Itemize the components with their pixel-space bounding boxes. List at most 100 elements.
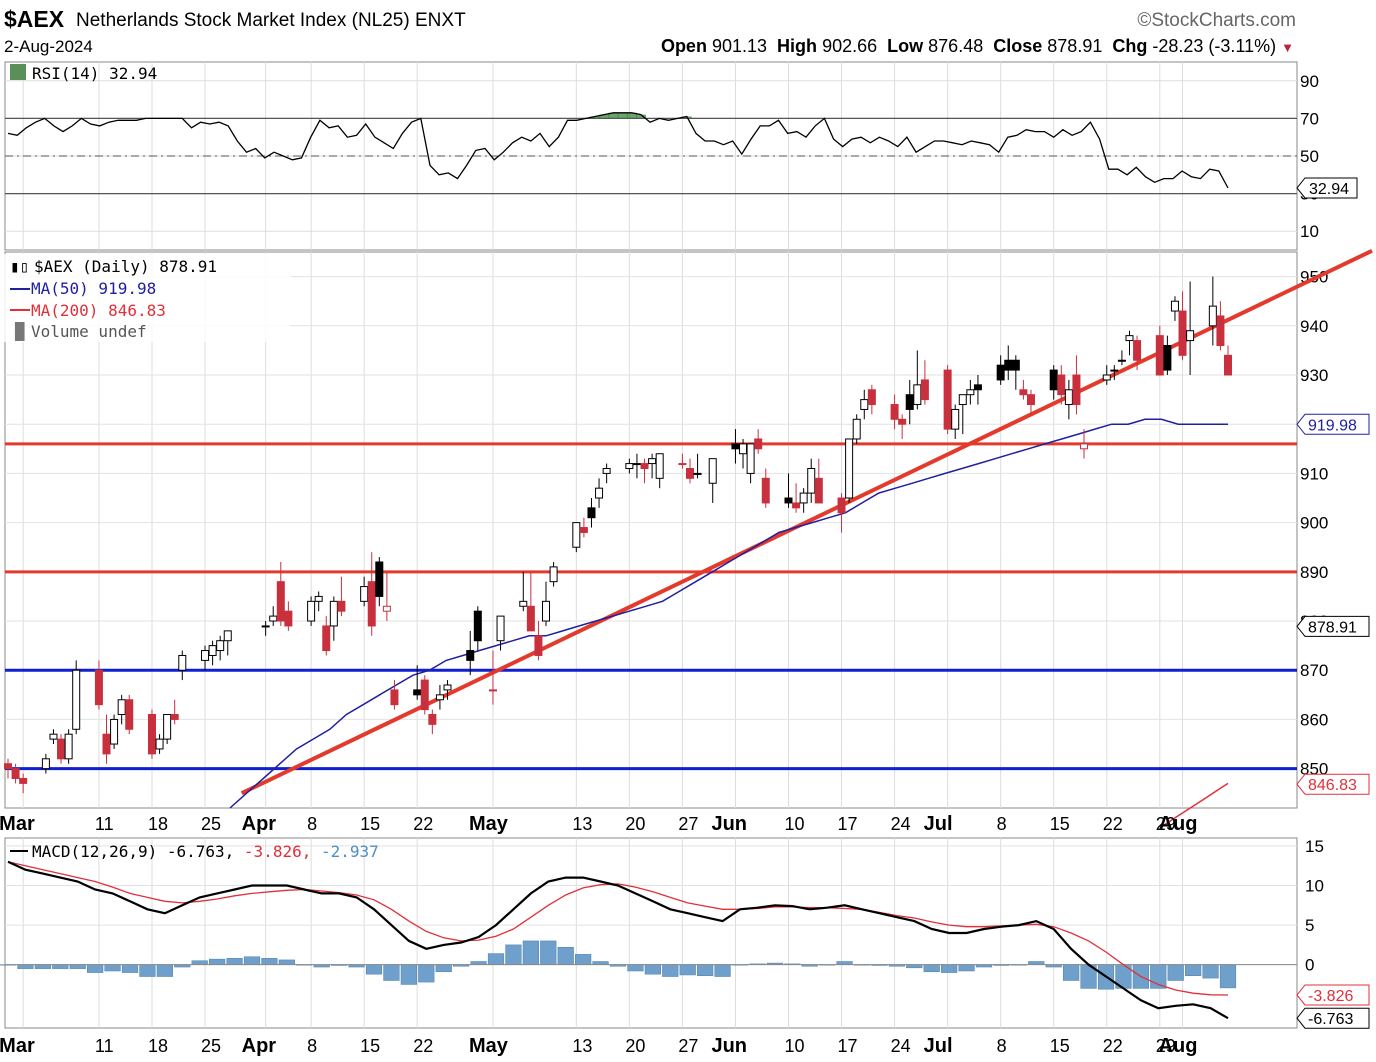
rsi-overbought-fill [635,114,646,119]
candle-body [269,615,278,622]
macd-histogram-bar [557,947,574,965]
price-legend-bg [0,254,290,342]
candle-body [602,467,611,474]
price-x-label: Jun [711,813,747,835]
low-value: 876.48 [928,36,984,56]
ma200-line [1159,782,1229,829]
chart-date: 2-Aug-2024 [4,37,93,56]
macd-histogram-bar [540,940,557,965]
down-arrow-icon: ▼ [1281,40,1294,55]
macd-histogram-bar [400,964,417,985]
macd-x-label: 17 [838,1036,858,1056]
price-x-label: 11 [95,814,114,834]
candle-body [125,699,134,730]
macd-histogram-bar [17,964,34,969]
macd-x-label: Mar [0,1035,35,1057]
rsi-overbought-fill [617,112,628,119]
candle-body [655,453,664,479]
candle-body [435,694,444,701]
macd-histogram-bar [522,940,539,965]
candle-body [322,625,331,652]
macd-tick-label: 15 [1305,837,1324,856]
macd-x-label: 29 [1156,1036,1176,1056]
candle-body [534,635,543,656]
macd-histogram-bar [958,964,975,972]
candle-body [1125,335,1134,342]
macd-x-label: 10 [784,1036,804,1056]
candle-body [1026,394,1035,406]
close-value-tag [1296,615,1370,637]
candle-body [549,566,558,583]
volume-legend: Volume undef [31,322,147,341]
price-x-label: 22 [1103,814,1123,834]
candle-body [155,738,164,750]
stockcharts-brand[interactable]: ©StockCharts.com [1137,10,1296,31]
macd-histogram-bar [156,964,173,977]
macd-histogram-bar [1063,964,1080,981]
candle-body [943,369,952,430]
macd-histogram-bar [34,964,51,969]
macd-x-label: May [469,1035,509,1057]
rsi-overbought-fill [590,116,601,119]
price-tick-label: 860 [1300,710,1328,729]
ma200-value-tag [1296,773,1370,795]
price-x-label: 22 [413,814,433,834]
chg-value: -28.23 (-3.11%) [1152,36,1277,56]
candle-body [1064,389,1073,406]
candle-body [1186,330,1195,342]
ohlc-summary: Open 901.13 High 902.66 Low 876.48 Close… [661,36,1294,57]
candle-body [625,463,634,469]
candle-body [837,497,846,514]
macd-histogram-bar [644,964,661,975]
macd-histogram-bar [52,964,69,969]
price-x-label: 8 [997,814,1007,834]
rsi-overbought-fill [626,112,637,119]
candle-body [708,458,717,484]
candle-body [314,595,323,602]
candle-body [375,561,384,597]
candle-body [746,443,755,474]
rsi-tick-label: 10 [1300,222,1319,241]
price-x-label: 15 [360,814,380,834]
macd-x-label: Jul [924,1035,953,1057]
close-value-tag-text: 878.91 [1308,619,1357,636]
candle-body [807,467,816,494]
candle-body [1155,335,1164,376]
candle-body [852,418,861,440]
macd-legend-macd: MACD(12,26,9) -6.763, [32,842,244,861]
macd-histogram-bar [941,964,958,973]
rsi-value-tag [1296,177,1358,199]
price-x-label: 8 [307,814,317,834]
price-tick-label: 900 [1300,514,1328,533]
candle-body [466,650,475,661]
macd-x-label: 15 [360,1036,380,1056]
price-tick-label: 890 [1300,563,1328,582]
candle-body [542,600,551,622]
high-label: High [777,36,818,56]
candle-body [648,458,657,465]
close-label: Close [993,36,1043,56]
macd-histogram-bar [627,964,644,972]
macd-histogram-bar [697,964,714,977]
macd-value-tag-text: -6.763 [1308,1011,1353,1028]
candle-body [996,364,1005,381]
ma200-value-tag-text: 846.83 [1308,777,1357,794]
macd-x-label: 13 [572,1036,592,1056]
candle-body [799,492,808,504]
macd-histogram-bar [87,964,104,973]
macd-signal-tag [1296,984,1370,1006]
macd-histogram-bar [191,960,208,965]
price-x-label: Aug [1159,813,1198,835]
candle-body [19,777,28,784]
candle-body [1049,369,1058,391]
macd-histogram-bar [418,964,435,983]
macd-histogram-bar [365,964,383,975]
candle-body [1019,389,1028,396]
macd-legend: MACD(12,26,9) -6.763, -3.826, -2.937 [32,842,379,861]
macd-histogram-bar [278,959,295,965]
ma50-value-tag [1296,413,1370,435]
macd-histogram-bar [714,964,731,977]
price-panel-frame [4,251,1298,809]
price-tick-label: 910 [1300,464,1328,483]
